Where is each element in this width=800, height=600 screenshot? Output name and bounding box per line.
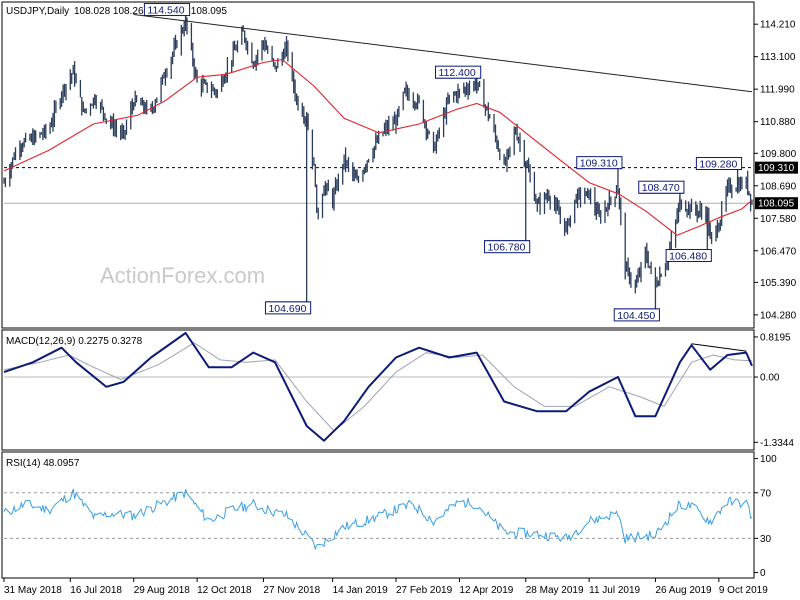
annotation-label: 104.690 (268, 303, 306, 315)
annotation-label: 109.280 (699, 159, 737, 171)
price-tick-label: 107.580 (760, 214, 797, 225)
annotation-106-480: 106.480 (665, 248, 712, 262)
annotation-109-310: 109.310 (576, 156, 623, 170)
date-tick-label: 28 May 2019 (526, 585, 584, 596)
date-tick-label: 16 Jul 2018 (70, 585, 122, 596)
date-tick-label: 27 Feb 2019 (396, 585, 453, 596)
price-overlays (3, 14, 753, 236)
annotation-label: 106.780 (488, 242, 526, 254)
annotation-106-780: 106.780 (484, 240, 531, 254)
price-tick-label: 106.470 (760, 246, 797, 257)
annotation-112-400: 112.400 (435, 65, 482, 79)
annotation-label: 106.480 (669, 250, 707, 262)
price-tick-label: 105.390 (760, 278, 797, 289)
current-price-badge (755, 197, 798, 210)
price-tick-label: 110.880 (760, 117, 796, 128)
annotation-box (695, 157, 743, 171)
macd-tick-label: -1.3344 (760, 438, 794, 449)
date-tick-label: 26 Aug 2019 (655, 585, 712, 596)
date-tick-label: 14 Jan 2019 (333, 585, 388, 596)
price-bars (3, 12, 753, 310)
annotation-104-690: 104.690 (264, 301, 312, 315)
price-tick-label: 108.690 (760, 181, 797, 192)
date-tick-label: 12 Oct 2018 (197, 585, 252, 596)
annotation-114-540: 114.540 (143, 3, 191, 17)
date-axis: 31 May 2018 16 Jul 2018 29 Aug 2018 12 Oct … (3, 578, 768, 596)
price-tick-label: 111.990 (760, 85, 795, 96)
macd-panel-frame (1, 329, 755, 451)
current-price-label: 108.095 (758, 199, 795, 210)
annotation-box (435, 65, 482, 79)
macd-tick-label: 0.00 (760, 373, 780, 384)
rsi-tick-label: 0 (760, 568, 766, 579)
reference-level-label: 109.310 (758, 163, 795, 174)
annotation-box (576, 156, 623, 170)
annotation-label: 108.470 (642, 182, 680, 194)
annotation-108-470: 108.470 (638, 180, 685, 194)
macd-layer: 0.8195 0.00 -1.3344 (3, 332, 794, 449)
macd-divergence-line (691, 343, 747, 352)
price-panel-frame (1, 1, 755, 329)
annotation-box (665, 248, 712, 262)
rsi-tick-label: 30 (760, 534, 772, 545)
annotation-109-280: 109.280 (695, 157, 743, 171)
price-annotations: 114.540 104.690 112.400 106.780 109.310 104.4… (143, 3, 743, 322)
date-tick-label: 9 Oct 2019 (719, 585, 768, 596)
macd-title: MACD(12,26,9) 0.2275 0.3278 (6, 336, 143, 347)
price-tick-label: 113.100 (760, 52, 796, 63)
watermark: ActionForex.com (100, 263, 265, 288)
annotation-box (638, 180, 685, 194)
date-tick-label: 31 May 2018 (4, 585, 62, 596)
annotation-label: 109.310 (580, 158, 618, 170)
annotation-box (264, 301, 312, 315)
annotation-label: 112.400 (439, 67, 476, 79)
date-tick-label: 27 Nov 2018 (263, 585, 320, 596)
annotation-label: 104.450 (617, 310, 655, 322)
price-tick-label: 109.800 (760, 149, 797, 160)
date-tick-label: 29 Aug 2018 (134, 585, 191, 596)
date-tick-label: 12 Apr 2019 (459, 585, 513, 596)
price-axis: 114.210 113.100 111.990 110.880 109.800 108.6… (754, 20, 798, 321)
annotation-box (613, 308, 660, 322)
price-tick-label: 114.210 (760, 20, 796, 31)
annotation-box (143, 3, 191, 17)
rsi-line (3, 488, 753, 551)
symbol-label: USDJPY,Daily (6, 6, 69, 17)
price-reference-lines (4, 167, 752, 204)
annotation-box (484, 240, 531, 254)
rsi-panel-frame (1, 451, 755, 579)
rsi-tick-label: 100 (760, 454, 777, 465)
date-tick-label: 11 Jul 2019 (589, 585, 640, 596)
trendline (133, 14, 753, 93)
annotation-104-450: 104.450 (613, 308, 660, 322)
rsi-title: RSI(14) 48.0957 (6, 458, 80, 469)
ema-line (3, 59, 753, 236)
rsi-tick-label: 70 (760, 488, 772, 499)
rsi-layer: 100 70 30 0 (3, 454, 777, 579)
macd-line (3, 332, 753, 442)
reference-level-badge (755, 161, 798, 174)
price-tick-label: 104.280 (760, 310, 797, 321)
macd-tick-label: 0.8195 (760, 332, 791, 343)
annotation-label: 114.540 (147, 5, 184, 17)
